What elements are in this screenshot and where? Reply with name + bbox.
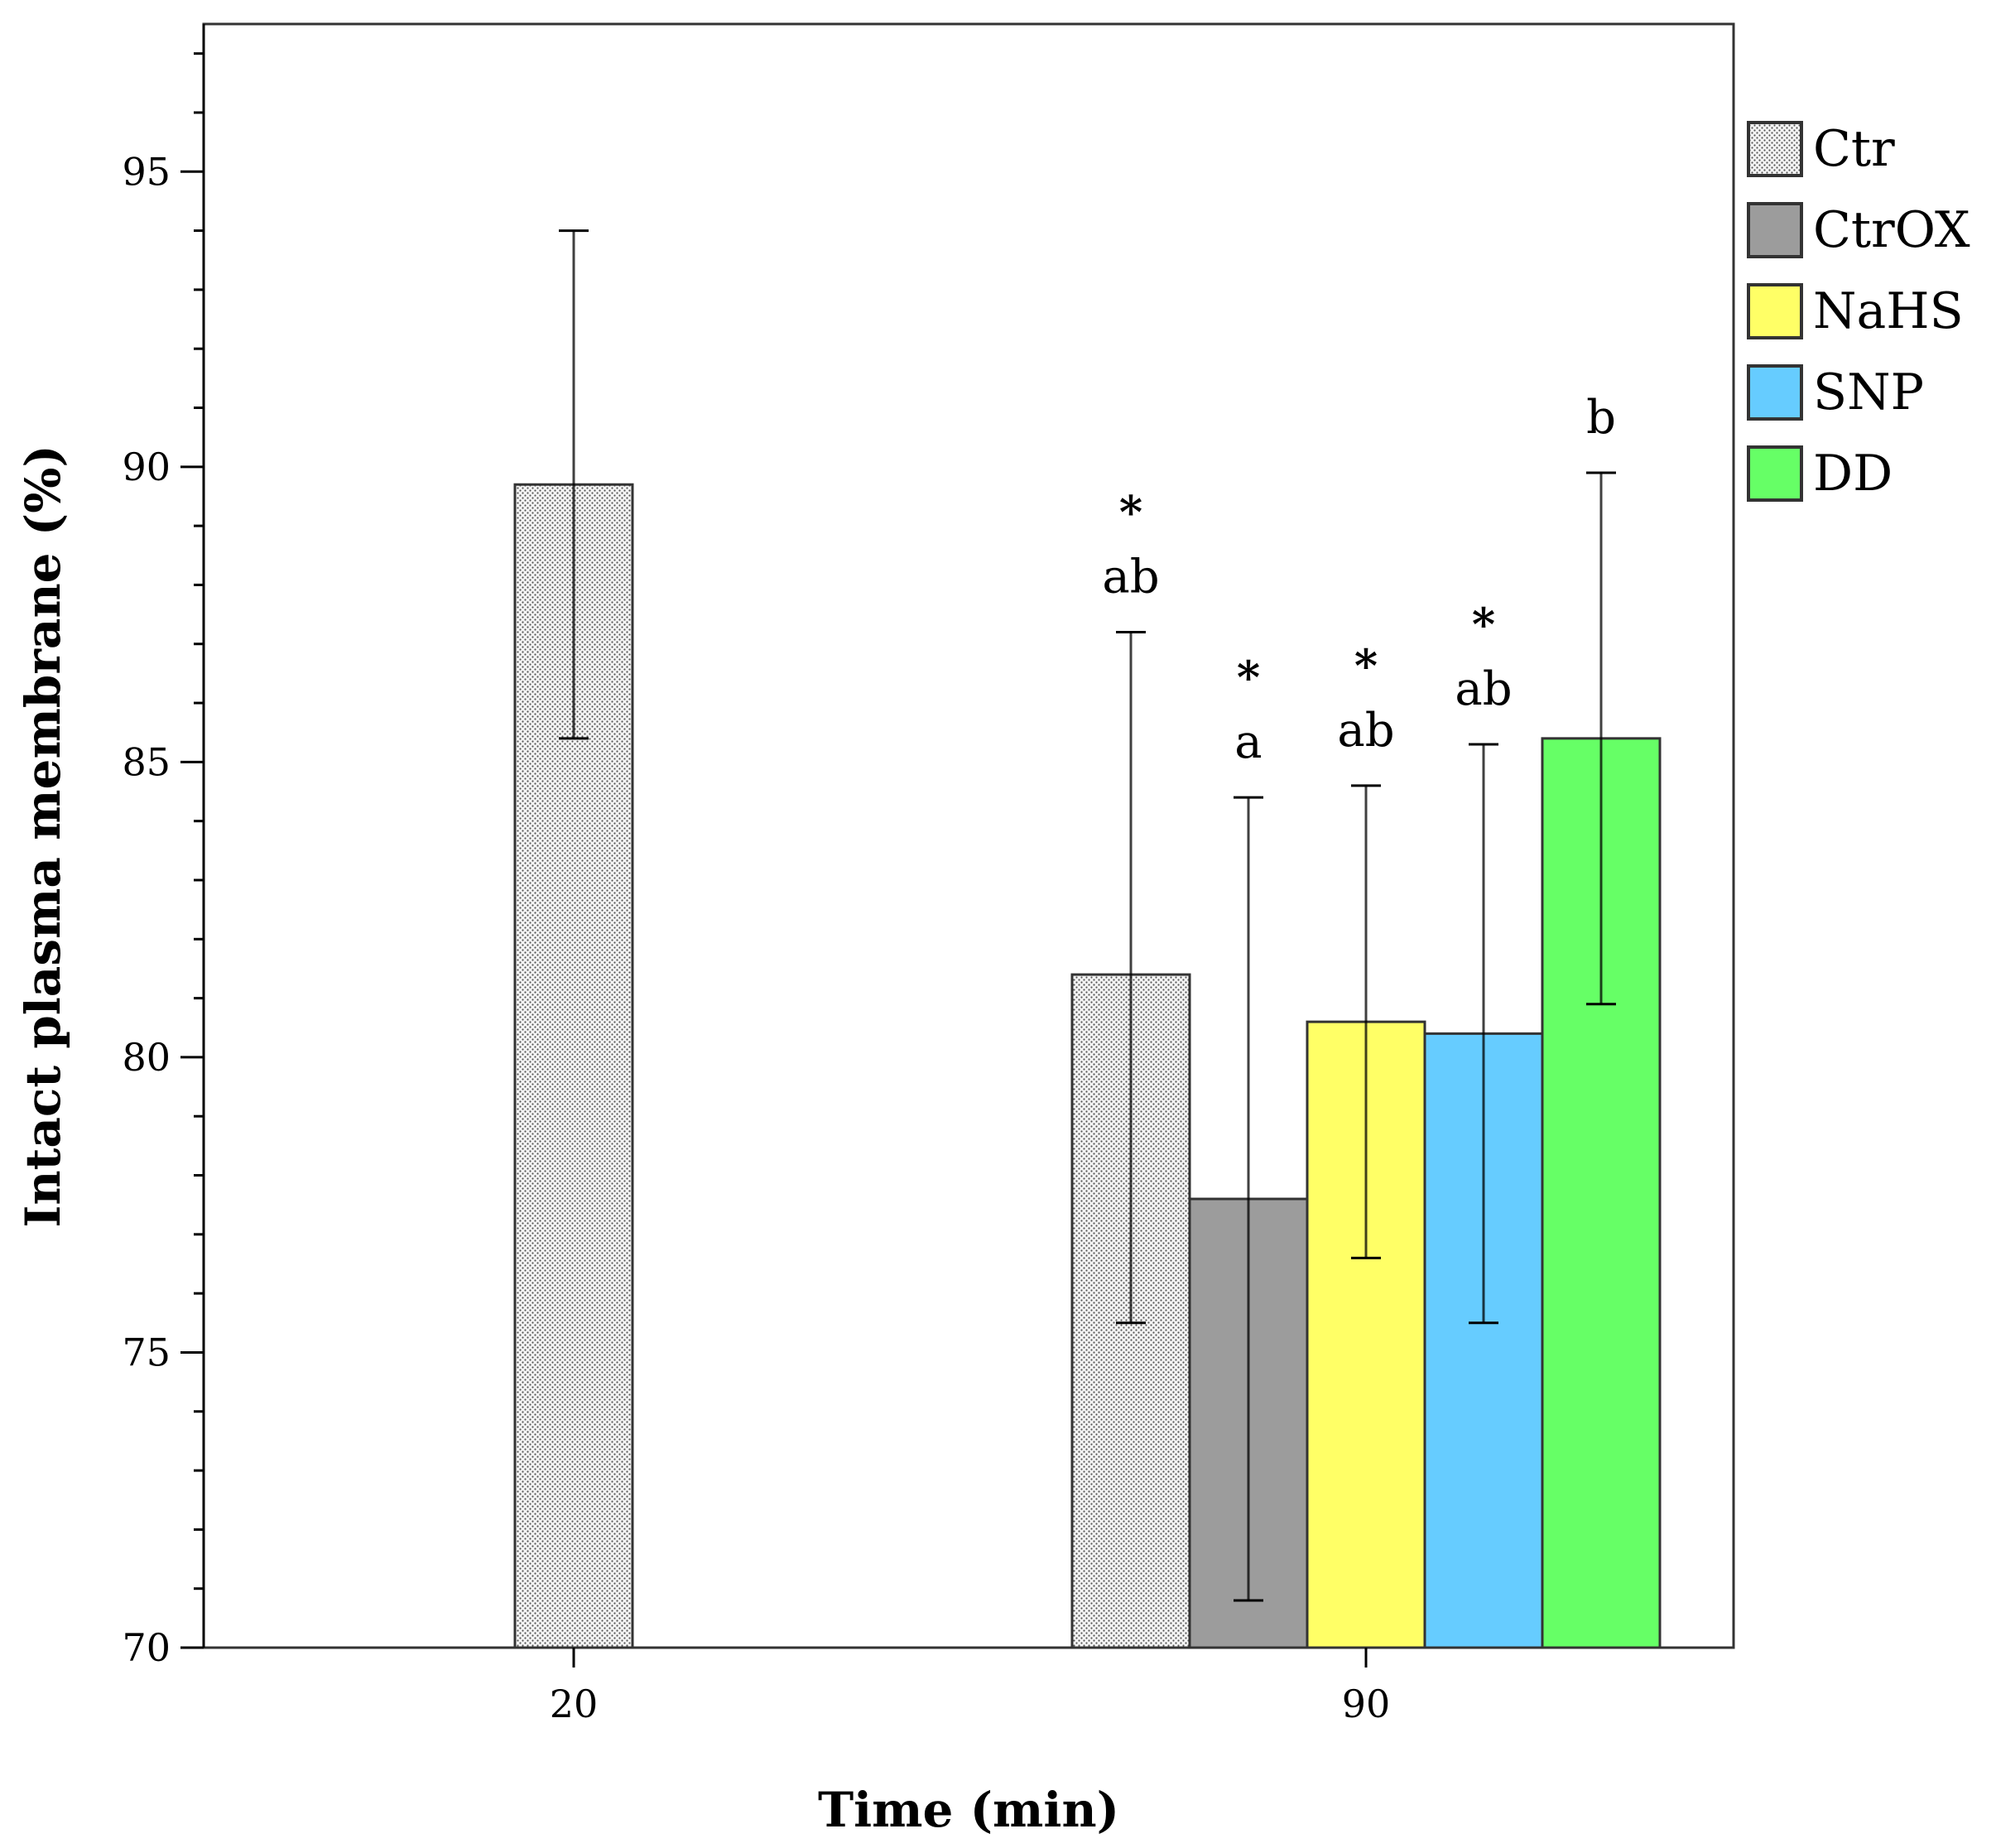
legend-label-snp: SNP xyxy=(1813,363,1924,421)
legend-swatch-ctrox xyxy=(1747,202,1803,258)
y-tick-label: 80 xyxy=(122,1035,171,1080)
annotation-star-snp-90: * xyxy=(1472,598,1495,651)
legend-swatch-dd xyxy=(1747,445,1803,502)
annotation-letter-snp-90: ab xyxy=(1455,662,1512,716)
y-tick-label: 85 xyxy=(122,739,171,784)
annotation-star-ctrox-90: * xyxy=(1237,651,1260,704)
annotation-letter-dd-90: b xyxy=(1586,391,1616,445)
annotation-star-nahs-90: * xyxy=(1354,639,1378,692)
annotation-letter-ctrox-90: a xyxy=(1234,715,1262,769)
y-tick-label: 70 xyxy=(122,1625,171,1670)
legend-label-dd: DD xyxy=(1813,445,1893,503)
legend-label-ctr: Ctr xyxy=(1813,120,1895,178)
legend-swatch-snp xyxy=(1747,364,1803,421)
x-axis-title: Time (min) xyxy=(818,1782,1119,1838)
annotation-letter-nahs-90: ab xyxy=(1337,704,1394,758)
y-tick-label: 95 xyxy=(122,149,171,194)
x-tick-label: 20 xyxy=(550,1682,599,1726)
legend-swatch-nahs xyxy=(1747,283,1803,339)
legend-swatch-ctr xyxy=(1747,121,1803,177)
annotation-star-ctr-90: * xyxy=(1119,485,1142,538)
legend-label-nahs: NaHS xyxy=(1813,282,1964,340)
x-tick-label: 90 xyxy=(1342,1682,1391,1726)
legend-label-ctrox: CtrOX xyxy=(1813,201,1970,259)
y-tick-label: 90 xyxy=(122,445,171,489)
y-tick-label: 75 xyxy=(122,1330,171,1374)
annotation-letter-ctr-90: ab xyxy=(1102,550,1159,604)
y-axis-title: Intact plasma membrane (%) xyxy=(15,445,71,1228)
